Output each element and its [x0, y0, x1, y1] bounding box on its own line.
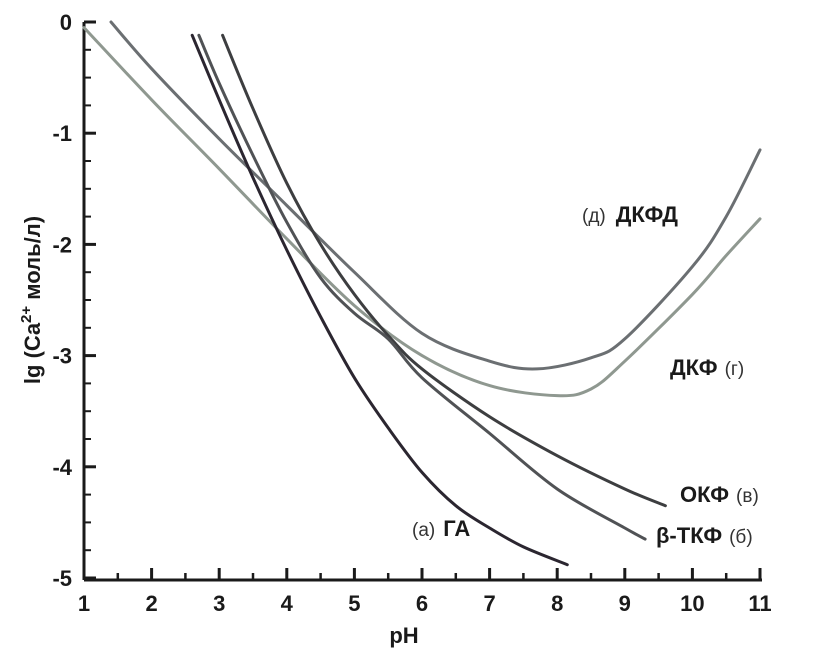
series-letter-okf: (в) [736, 486, 759, 507]
y-tick-label: -5 [52, 566, 72, 591]
series-layer [82, 20, 762, 567]
series-label-dkfd: (д) ДКФД [582, 202, 678, 227]
x-tick-label: 5 [348, 591, 360, 616]
y-tick-label: -2 [52, 232, 72, 257]
series-label-ga: (а) ГА [412, 516, 470, 541]
series-label-okf: ОКФ (в) [680, 482, 759, 507]
x-tick-label: 6 [416, 591, 428, 616]
y-tick-label: -4 [52, 455, 72, 480]
series-letter-ga: (а) [412, 520, 435, 541]
series-name-btkf: β-ТКФ [656, 523, 722, 548]
series-label-btkf: β-ТКФ (б) [656, 523, 753, 548]
series-name-dkfd: ДКФД [616, 202, 678, 227]
x-tick-label: 11 [748, 591, 771, 616]
series-name-ga: ГА [443, 516, 470, 541]
x-tick-label: 8 [551, 591, 563, 616]
x-ticks: 1 2 3 4 5 6 7 8 9 10 11 [78, 568, 772, 616]
y-tick-label: -3 [52, 344, 72, 369]
series-labels: (д) ДКФД ДКФ (г) ОКФ (в) β-ТКФ (б) (а) Г… [412, 202, 759, 548]
series-line-okf [221, 33, 667, 508]
series-line-btkf [197, 33, 647, 541]
series-name-dkf: ДКФ [670, 355, 718, 380]
x-tick-label: 9 [619, 591, 631, 616]
y-axis-title-suffix: моль/л) [20, 216, 45, 306]
series-line-ga [190, 33, 569, 567]
x-tick-label: 4 [281, 591, 294, 616]
series-letter-btkf: (б) [729, 527, 753, 548]
series-line-dkf [82, 26, 762, 398]
x-tick-label: 3 [213, 591, 225, 616]
series-letter-dkf: (г) [725, 359, 745, 380]
y-ticks: 0 -1 -2 -3 -4 -5 [52, 10, 96, 591]
x-tick-label: 1 [78, 591, 90, 616]
axes: 1 2 3 4 5 6 7 8 9 10 11 0 -1 -2 -3 -4 -5 [52, 10, 771, 616]
series-letter-dkfd: (д) [582, 206, 606, 227]
y-axis-title-prefix: lg (Ca [20, 322, 45, 384]
y-axis-title-superscript: 2+ [18, 306, 35, 323]
series-label-dkf: ДКФ (г) [670, 355, 744, 380]
series-line-dkfd [109, 20, 762, 371]
y-tick-label: -1 [52, 121, 72, 146]
x-axis-title: pH [389, 623, 418, 648]
y-tick-label: 0 [60, 10, 72, 35]
y-axis-title: lg (Ca2+ моль/л) [18, 216, 45, 384]
x-tick-label: 7 [483, 591, 495, 616]
x-tick-label: 2 [145, 591, 157, 616]
x-tick-label: 10 [680, 591, 704, 616]
series-name-okf: ОКФ [680, 482, 729, 507]
